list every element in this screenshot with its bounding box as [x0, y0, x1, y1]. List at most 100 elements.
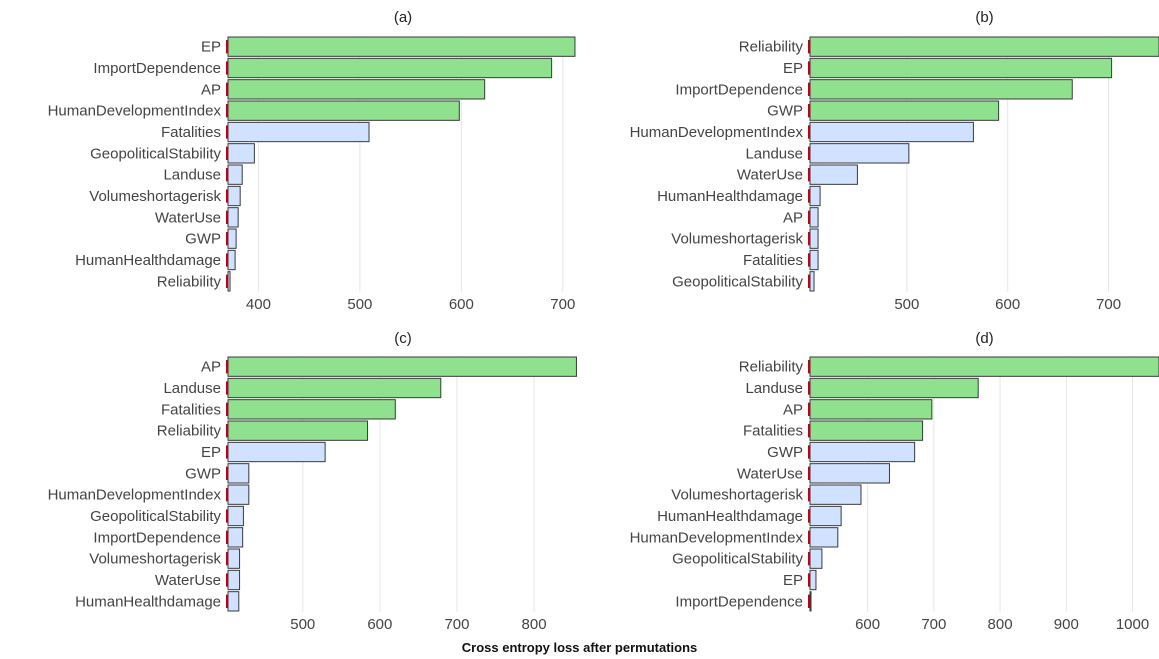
- panel-a-bar: [227, 249, 236, 271]
- panel-c-tick-label: 800: [522, 616, 547, 633]
- panel-d-bar: [809, 591, 812, 612]
- panel-a-title: (a): [394, 9, 412, 26]
- panel-b-category-label: Reliability: [739, 39, 804, 56]
- panel-a-bar: [227, 100, 460, 121]
- panel-c-bar: [227, 463, 250, 484]
- panel-c-category-label: GWP: [185, 465, 221, 482]
- panel-c-category-label: Volumeshortagerisk: [89, 551, 221, 568]
- panel-b-tick-label: 500: [894, 296, 919, 313]
- panel-d-bar: [809, 548, 823, 569]
- panel-b-bar: [809, 79, 1073, 100]
- panel-d-bar: [809, 484, 862, 505]
- panel-c-category-label: HumanHealthdamage: [75, 593, 221, 610]
- panel-a-category-label: HumanHealthdamage: [75, 252, 221, 269]
- panel-c-category-label: Fatalities: [161, 401, 221, 418]
- panel-b-bar: [809, 143, 910, 164]
- panel-d-title: (d): [975, 330, 993, 347]
- panel-a-tick-label: 700: [550, 296, 575, 313]
- panel-d-bar: [809, 505, 842, 527]
- panel-d-tick-label: 600: [855, 616, 880, 633]
- panel-a-bar: [227, 185, 241, 207]
- panel-c-category-label: ImportDependence: [93, 529, 221, 546]
- panel-b-tick-label: 700: [1096, 296, 1121, 313]
- panel-d-bar: [809, 377, 979, 399]
- panel-b-category-label: HumanHealthdamage: [657, 188, 803, 205]
- panel-d-category-label: AP: [783, 401, 803, 418]
- panel-d-bar: [809, 399, 933, 420]
- panel-b-tick-label: 600: [995, 296, 1020, 313]
- panel-a-category-label: Fatalities: [161, 124, 221, 141]
- panel-a-tick-label: 500: [347, 296, 372, 313]
- panel-d-category-label: Volumeshortagerisk: [671, 487, 803, 504]
- panel-b-category-label: GeopoliticalStability: [672, 273, 803, 290]
- panel-a-category-label: Landuse: [163, 167, 221, 184]
- panel-c-tick-label: 700: [444, 616, 469, 633]
- panel-d-tick-label: 900: [1054, 616, 1079, 633]
- panel-b-category-label: Fatalities: [743, 252, 803, 269]
- panel-d-category-label: WaterUse: [737, 465, 803, 482]
- panel-a-category-label: GWP: [185, 231, 221, 248]
- panel-a-category-label: ImportDependence: [93, 60, 221, 77]
- panel-d-category-label: GWP: [767, 444, 803, 461]
- panel-c-bar: [227, 399, 396, 420]
- panel-c-category-label: WaterUse: [155, 572, 221, 589]
- panel-b-bar: [809, 207, 819, 228]
- panel-d-bar: [809, 527, 839, 548]
- panel-b-category-label: EP: [783, 60, 803, 77]
- panel-c-bar: [227, 356, 577, 377]
- panel-a-category-label: EP: [201, 39, 221, 56]
- panel-b-category-label: Landuse: [745, 145, 803, 162]
- panel-b-bar: [809, 164, 858, 185]
- panel-a-bar: [227, 164, 243, 185]
- panel-a-bar: [227, 143, 255, 164]
- panel-b-bar: [809, 36, 1159, 57]
- panel-a-category-label: GeopoliticalStability: [90, 145, 221, 162]
- panel-d-tick-label: 800: [988, 616, 1013, 633]
- panel-b-bar: [809, 100, 1000, 121]
- panel-c-tick-label: 500: [290, 616, 315, 633]
- panel-d-bar: [809, 441, 916, 463]
- panel-c-bar: [227, 377, 442, 399]
- panel-d-category-label: HumanHealthdamage: [657, 508, 803, 525]
- panel-c-bar: [227, 527, 244, 548]
- panel-d-bar: [809, 569, 817, 591]
- panel-b-bar: [809, 185, 821, 207]
- x-axis-label: Cross entropy loss after permutations: [461, 640, 698, 655]
- panel-c-category-label: EP: [201, 444, 221, 461]
- panel-b-bar: [809, 57, 1113, 79]
- panel-a-category-label: WaterUse: [155, 209, 221, 226]
- panel-a-tick-label: 400: [246, 296, 271, 313]
- panel-d-category-label: Reliability: [739, 359, 804, 376]
- panel-d-category-label: GeopoliticalStability: [672, 551, 803, 568]
- panel-b-category-label: HumanDevelopmentIndex: [630, 124, 804, 141]
- panel-d-bar: [809, 420, 924, 441]
- panel-c-bar: [227, 420, 369, 441]
- panel-a-category-label: Reliability: [157, 273, 222, 290]
- panel-c-category-label: Landuse: [163, 380, 221, 397]
- panel-b-category-label: Volumeshortagerisk: [671, 231, 803, 248]
- panel-c-category-label: Reliability: [157, 423, 222, 440]
- panel-c-tick-label: 600: [367, 616, 392, 633]
- panel-d-tick-label: 1000: [1116, 616, 1149, 633]
- panel-a-bar: [227, 36, 576, 57]
- panel-a-category-label: AP: [201, 81, 221, 98]
- panel-d-category-label: Fatalities: [743, 423, 803, 440]
- panel-b-bar: [809, 271, 815, 292]
- panel-c-title: (c): [394, 330, 412, 347]
- panel-a-bar: [227, 271, 231, 292]
- panel-b-bar: [809, 228, 819, 249]
- panel-a-bar: [227, 79, 486, 100]
- panel-a-category-label: Volumeshortagerisk: [89, 188, 221, 205]
- panel-d-bar: [809, 356, 1159, 377]
- panel-c-category-label: AP: [201, 359, 221, 376]
- panel-c-category-label: HumanDevelopmentIndex: [48, 487, 222, 504]
- panel-d-bar: [809, 463, 890, 484]
- panel-a-bar: [227, 207, 239, 228]
- panel-c-category-label: GeopoliticalStability: [90, 508, 221, 525]
- panel-c-bar: [227, 591, 240, 612]
- panel-c-bar: [227, 569, 241, 591]
- panel-b-category-label: WaterUse: [737, 167, 803, 184]
- panel-d-category-label: Landuse: [745, 380, 803, 397]
- panel-c-bar: [227, 484, 250, 505]
